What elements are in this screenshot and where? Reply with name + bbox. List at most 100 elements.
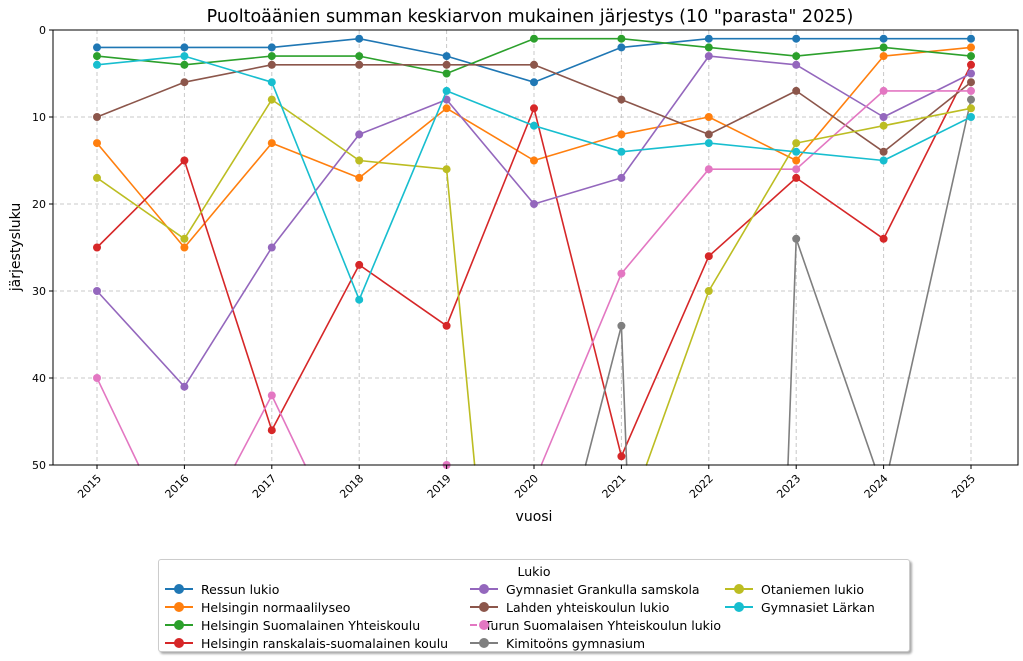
data-point — [355, 260, 364, 269]
series-line-segment — [270, 98, 361, 162]
series-line-segment — [707, 55, 798, 66]
data-point — [93, 43, 101, 52]
data-point — [792, 86, 801, 95]
data-point — [792, 147, 801, 156]
legend-item: Helsingin normaalilyseo — [161, 598, 466, 616]
y-tick-label: 30 — [32, 285, 46, 298]
data-point — [355, 60, 364, 69]
y-axis-label: järjestysluku — [8, 203, 24, 292]
x-tick-label: 2015 — [75, 472, 104, 501]
series-line-segment — [882, 107, 972, 127]
x-tick-label: 2018 — [337, 472, 366, 501]
data-point — [530, 34, 538, 43]
data-point — [442, 69, 451, 78]
data-point — [792, 173, 801, 182]
series-lines — [93, 34, 975, 469]
series-line-segment — [96, 142, 186, 249]
data-point — [180, 52, 189, 61]
series-line-segment — [270, 81, 361, 301]
legend-marker-icon — [725, 602, 753, 612]
data-point — [879, 147, 888, 156]
legend-label: Helsingin Suomalainen Yhteiskoulu — [201, 617, 421, 633]
data-point — [355, 173, 364, 182]
y-tick-label: 20 — [32, 198, 46, 211]
legend-item: Gymnasiet Grankulla samskola — [466, 580, 721, 598]
series-1 — [93, 43, 975, 252]
data-point — [180, 78, 189, 87]
data-point — [442, 86, 451, 95]
data-point — [267, 60, 276, 69]
data-point — [93, 243, 101, 252]
plot-frame — [52, 29, 1019, 466]
data-point — [617, 452, 626, 461]
series-line-segment — [445, 90, 535, 127]
series-line-segment — [533, 64, 623, 101]
legend-marker-icon — [165, 638, 193, 648]
data-point — [792, 234, 801, 243]
legend-marker-icon — [470, 602, 498, 612]
data-point — [792, 52, 801, 61]
legend-marker-icon — [165, 584, 193, 594]
data-point — [355, 52, 364, 61]
series-line-segment — [707, 142, 798, 153]
legend-marker-icon — [470, 584, 498, 594]
series-line-segment — [707, 116, 798, 162]
data-point — [617, 43, 626, 52]
data-point — [93, 113, 101, 121]
series-6 — [93, 86, 975, 469]
series-line-segment — [183, 142, 273, 249]
data-point — [267, 52, 276, 61]
series-9 — [93, 52, 975, 304]
data-point — [93, 60, 101, 69]
series-line-segment — [183, 55, 273, 83]
data-point — [530, 121, 538, 130]
series-line-segment — [620, 255, 710, 458]
data-point — [704, 113, 713, 121]
series-2 — [93, 34, 975, 78]
data-point — [267, 43, 276, 52]
data-point — [967, 113, 975, 121]
series-line-segment — [620, 116, 710, 136]
series-line-segment — [358, 98, 448, 136]
data-point — [180, 156, 189, 165]
series-line-segment — [620, 168, 710, 275]
series-line-segment — [584, 324, 623, 466]
series-line-segment — [533, 124, 623, 153]
series-line-segment — [183, 55, 273, 66]
legend-item: Lahden yhteiskoulun lukio — [466, 598, 721, 616]
x-tick-label: 2017 — [250, 472, 279, 501]
series-line-segment — [96, 290, 186, 388]
series-line-segment — [96, 55, 186, 66]
data-point — [617, 173, 626, 182]
y-tick-label: 50 — [32, 459, 46, 472]
data-point — [879, 156, 888, 165]
data-point — [617, 130, 626, 139]
data-point — [93, 374, 101, 382]
series-line-segment — [795, 151, 885, 162]
series-line-segment — [533, 177, 623, 205]
data-point — [442, 104, 451, 113]
data-point — [355, 34, 364, 43]
data-point — [879, 86, 888, 95]
series-line-segment — [795, 90, 885, 170]
data-point — [530, 78, 538, 87]
x-tick-label: 2019 — [425, 472, 454, 501]
data-point — [442, 165, 451, 174]
series-line-segment — [358, 37, 448, 57]
data-point — [617, 147, 626, 156]
data-point — [617, 321, 626, 330]
legend-label: Ressun lukio — [201, 581, 280, 597]
data-point — [879, 52, 888, 61]
data-point — [355, 295, 364, 304]
data-point — [180, 60, 189, 69]
series-line-segment — [358, 159, 448, 170]
data-point — [879, 34, 888, 43]
series-line-segment — [270, 264, 361, 432]
data-point — [93, 287, 101, 295]
data-point — [967, 43, 975, 52]
data-point — [180, 234, 189, 243]
data-point — [704, 139, 713, 148]
data-point — [442, 52, 451, 61]
y-tick-label: 10 — [32, 111, 46, 124]
data-point — [267, 426, 276, 435]
